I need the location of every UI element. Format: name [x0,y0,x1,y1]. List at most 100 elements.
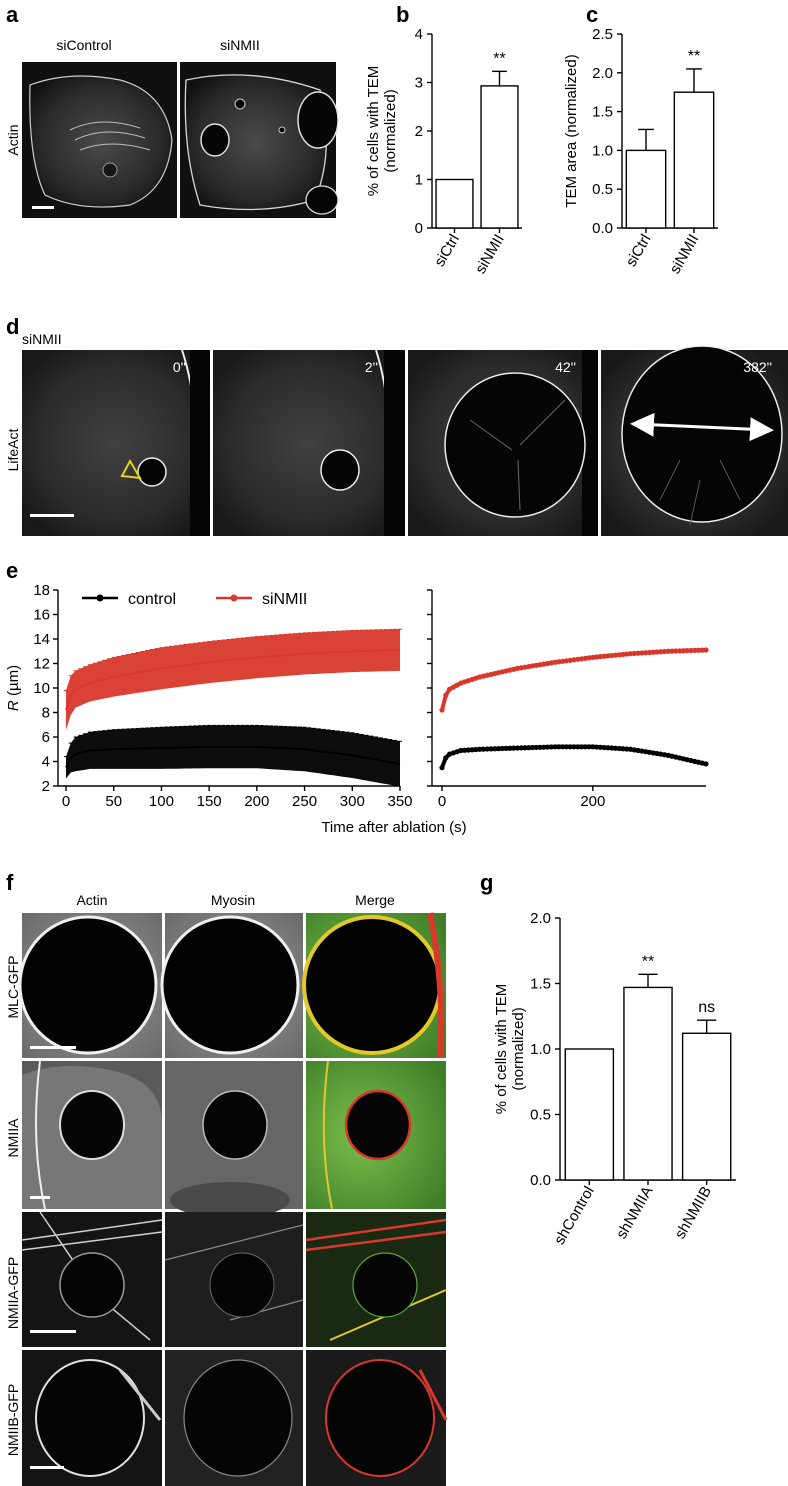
data-point-siNMII [658,649,664,655]
data-point-control [514,745,521,751]
data-point-control [541,744,547,750]
panel-a: a siControl siNMII Actin [5,2,339,218]
y-axis-label-unit: (µm) [5,665,22,700]
y-tick-label: 2 [42,778,50,795]
data-point-siNMII [695,647,702,653]
x-tick-label: siNMII [472,232,508,277]
x-tick-label: shControl [551,1184,598,1248]
data-point-control [552,744,558,750]
y-tick-label: 1.0 [530,1041,551,1058]
condition-label: siNMII [22,331,62,347]
bar [681,1032,732,1181]
data-point-siNMII [578,656,585,662]
frame-42s: 42'' [408,350,598,536]
data-point-siNMII [635,650,641,656]
x-tick-label-right: 0 [438,793,446,810]
data-point-siNMII [631,650,637,657]
panel-letter-f: f [6,870,14,895]
data-point-control [473,746,479,753]
bar [435,178,474,229]
data-point-siNMII [552,659,558,665]
data-point-siNMII [582,655,588,661]
data-point-siNMII [616,652,622,658]
x-tick-label: siCtrl [431,232,463,270]
row-label-actin: Actin [5,124,21,155]
data-point-control [511,745,517,751]
data-point-siNMII [567,657,573,663]
column-label-sinmii: siNMII [220,37,260,53]
data-point-siNMII [639,650,645,656]
data-point-control [703,761,709,767]
data-point-siNMII [605,653,611,659]
y-tick-label: 1 [415,172,423,189]
data-point-control [601,744,607,751]
y-tick-label: 2.0 [530,910,551,927]
data-point-control [612,745,619,751]
y-tick-label: 14 [33,631,50,648]
x-tick-label: 0 [62,793,70,810]
data-point-siNMII [692,647,698,653]
panel-letter-a: a [6,2,19,27]
significance-label: ** [688,48,700,65]
data-point-control [495,746,502,752]
error-band-siNMII [66,629,400,730]
data-point-control [469,747,475,753]
data-point-control [503,745,509,751]
x-tick-label: 50 [105,793,122,810]
micrograph-row-nmiia-gfp [21,1211,447,1347]
panel-f: f Actin Myosin Merge MLC-GFP NMIIA NMIIA… [5,870,448,1486]
row-label-lifeact: LifeAct [5,428,21,471]
column-label-myosin: Myosin [211,892,255,908]
micrograph-row-nmiia [22,1060,446,1218]
x-tick-label: 200 [244,793,269,810]
data-point-control [605,745,611,751]
data-point-control [545,744,551,750]
x-axis-label: Time after ablation (s) [321,819,466,836]
data-point-control [507,745,513,751]
panel-letter-e: e [6,558,18,583]
data-point-control [586,744,592,750]
data-point-siNMII [669,648,675,654]
data-point-control [458,747,464,754]
significance-label: ** [642,953,654,970]
data-point-control [616,745,622,752]
data-point-control [443,755,449,761]
timestamp-0: 0'' [173,359,186,375]
data-point-siNMII [703,647,709,653]
data-point-control [537,744,543,750]
row-label-nmiib-gfp: NMIIB-GFP [5,1384,21,1456]
data-point-siNMII [620,651,626,658]
panel-letter-d: d [6,314,19,339]
data-point-control [624,746,630,752]
data-point-siNMII [688,647,694,654]
data-point-control [529,744,536,751]
timestamp-42: 42'' [555,359,576,375]
data-point-control [465,747,471,753]
x-tick-label: 300 [340,793,365,810]
data-point-control [522,745,528,751]
micrograph-row-nmiib-gfp [22,1350,448,1486]
y-axis-label: (normalized) [382,89,399,172]
data-point-control [556,744,562,750]
micrograph-sinmii [180,62,339,218]
data-point-control [480,746,487,752]
data-point-siNMII [575,656,581,662]
data-point-control [548,744,554,750]
micrograph-row-mlc-gfp [18,912,446,1059]
legend-label-siNMII: siNMII [262,591,307,608]
data-point-control [609,745,615,751]
data-point-siNMII [665,648,671,654]
data-point-control [488,746,494,752]
y-tick-label: 1.5 [592,104,613,121]
significance-label: ns [698,999,715,1016]
timestamp-2: 2'' [365,359,378,375]
y-tick-label: 0.0 [592,220,613,237]
data-point-control [477,746,483,752]
chart-c: c 0.0 0.5 1.0 1.5 2.0 2.5 TEM area (normalized… [563,2,718,277]
series-line-control [65,745,401,769]
data-point-control [578,744,585,750]
data-point-control [590,744,596,750]
y-tick-label: 0 [415,220,423,237]
data-point-control [597,744,604,750]
